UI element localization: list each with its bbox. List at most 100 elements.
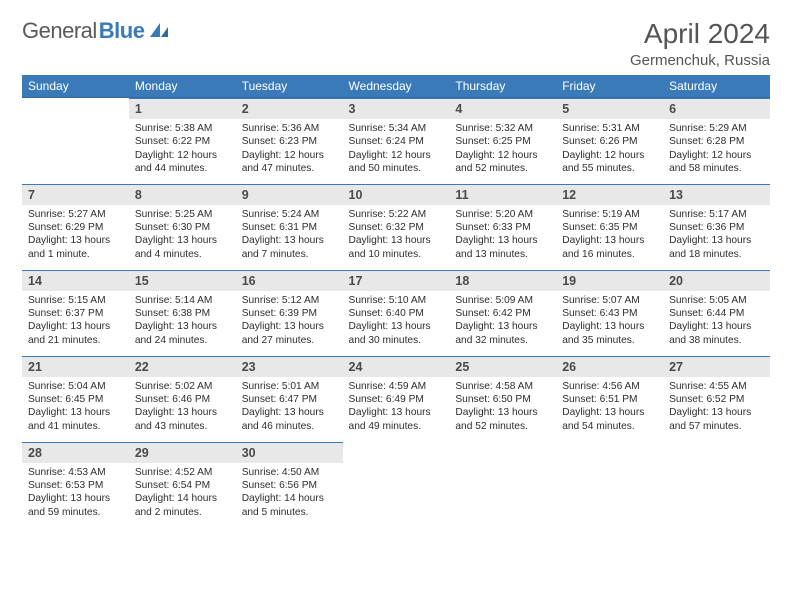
weekday-header: Monday — [129, 75, 236, 98]
sunrise-text: Sunrise: 4:59 AM — [349, 380, 444, 393]
day-number: 15 — [129, 270, 236, 291]
daylight-text: Daylight: 13 hours and 57 minutes. — [669, 406, 764, 433]
day-number: 10 — [343, 184, 450, 205]
sunrise-text: Sunrise: 5:01 AM — [242, 380, 337, 393]
daylight-text: Daylight: 13 hours and 10 minutes. — [349, 234, 444, 261]
day-details — [22, 119, 129, 128]
daylight-text: Daylight: 13 hours and 43 minutes. — [135, 406, 230, 433]
calendar-cell: 4Sunrise: 5:32 AMSunset: 6:25 PMDaylight… — [449, 98, 556, 184]
calendar-cell: 10 Sunrise: 5:22 AMSunset: 6:32 PMDayligh… — [343, 184, 450, 270]
calendar-cell: 26Sunrise: 4:56 AMSunset: 6:51 PMDayligh… — [556, 356, 663, 442]
sunrise-text: Sunrise: 5:10 AM — [349, 294, 444, 307]
calendar-header: SundayMondayTuesdayWednesdayThursdayFrid… — [22, 75, 770, 98]
day-details — [449, 463, 556, 472]
sunset-text: Sunset: 6:26 PM — [562, 135, 657, 148]
calendar-cell: 23Sunrise: 5:01 AMSunset: 6:47 PMDayligh… — [236, 356, 343, 442]
daylight-text: Daylight: 12 hours and 58 minutes. — [669, 149, 764, 176]
day-details: Sunrise: 5:24 AMSunset: 6:31 PMDaylight:… — [236, 205, 343, 268]
sunset-text: Sunset: 6:52 PM — [669, 393, 764, 406]
header-row: GeneralBlue April 2024 Germenchuk, Russi… — [22, 18, 770, 69]
calendar-cell: 1Sunrise: 5:38 AMSunset: 6:22 PMDaylight… — [129, 98, 236, 184]
daylight-text: Daylight: 13 hours and 13 minutes. — [455, 234, 550, 261]
day-details: Sunrise: 5:38 AMSunset: 6:22 PMDaylight:… — [129, 119, 236, 182]
sunrise-text: Sunrise: 5:32 AM — [455, 122, 550, 135]
day-number: 4 — [449, 98, 556, 119]
daylight-text: Daylight: 14 hours and 5 minutes. — [242, 492, 337, 519]
day-number: 29 — [129, 442, 236, 463]
day-number: 1 — [129, 98, 236, 119]
day-number: 20 — [663, 270, 770, 291]
day-number: 27 — [663, 356, 770, 377]
calendar-cell — [556, 442, 663, 528]
calendar-cell: 21Sunrise: 5:04 AMSunset: 6:45 PMDayligh… — [22, 356, 129, 442]
sunset-text: Sunset: 6:36 PM — [669, 221, 764, 234]
daylight-text: Daylight: 12 hours and 55 minutes. — [562, 149, 657, 176]
day-number: 3 — [343, 98, 450, 119]
sunrise-text: Sunrise: 5:07 AM — [562, 294, 657, 307]
sunset-text: Sunset: 6:24 PM — [349, 135, 444, 148]
calendar-table: SundayMondayTuesdayWednesdayThursdayFrid… — [22, 75, 770, 528]
sunrise-text: Sunrise: 5:34 AM — [349, 122, 444, 135]
day-details: Sunrise: 4:59 AMSunset: 6:49 PMDaylight:… — [343, 377, 450, 440]
calendar-cell: 8Sunrise: 5:25 AMSunset: 6:30 PMDaylight… — [129, 184, 236, 270]
calendar-cell: 13Sunrise: 5:17 AMSunset: 6:36 PMDayligh… — [663, 184, 770, 270]
day-number: 24 — [343, 356, 450, 377]
sunset-text: Sunset: 6:29 PM — [28, 221, 123, 234]
day-details — [663, 463, 770, 472]
sunrise-text: Sunrise: 5:36 AM — [242, 122, 337, 135]
day-details: Sunrise: 4:56 AMSunset: 6:51 PMDaylight:… — [556, 377, 663, 440]
calendar-cell: 11Sunrise: 5:20 AMSunset: 6:33 PMDayligh… — [449, 184, 556, 270]
sunset-text: Sunset: 6:51 PM — [562, 393, 657, 406]
calendar-week-row: 14Sunrise: 5:15 AMSunset: 6:37 PMDayligh… — [22, 270, 770, 356]
day-number: 22 — [129, 356, 236, 377]
daylight-text: Daylight: 12 hours and 50 minutes. — [349, 149, 444, 176]
day-details: Sunrise: 5:15 AMSunset: 6:37 PMDaylight:… — [22, 291, 129, 354]
calendar-week-row: 7Sunrise: 5:27 AMSunset: 6:29 PMDaylight… — [22, 184, 770, 270]
day-details: Sunrise: 5:02 AMSunset: 6:46 PMDaylight:… — [129, 377, 236, 440]
day-number: 2 — [236, 98, 343, 119]
day-number: 21 — [22, 356, 129, 377]
brand-part2: Blue — [99, 18, 145, 44]
sunrise-text: Sunrise: 5:14 AM — [135, 294, 230, 307]
sunrise-text: Sunrise: 5:25 AM — [135, 208, 230, 221]
sunset-text: Sunset: 6:46 PM — [135, 393, 230, 406]
sunrise-text: Sunrise: 5:27 AM — [28, 208, 123, 221]
day-number: 18 — [449, 270, 556, 291]
daylight-text: Daylight: 13 hours and 27 minutes. — [242, 320, 337, 347]
day-details: Sunrise: 5:32 AMSunset: 6:25 PMDaylight:… — [449, 119, 556, 182]
sunset-text: Sunset: 6:40 PM — [349, 307, 444, 320]
sunset-text: Sunset: 6:37 PM — [28, 307, 123, 320]
day-details: Sunrise: 5:10 AMSunset: 6:40 PMDaylight:… — [343, 291, 450, 354]
calendar-body: 1Sunrise: 5:38 AMSunset: 6:22 PMDaylight… — [22, 98, 770, 528]
calendar-cell: 2Sunrise: 5:36 AMSunset: 6:23 PMDaylight… — [236, 98, 343, 184]
sunrise-text: Sunrise: 4:53 AM — [28, 466, 123, 479]
calendar-cell: 5Sunrise: 5:31 AMSunset: 6:26 PMDaylight… — [556, 98, 663, 184]
day-details: Sunrise: 4:52 AMSunset: 6:54 PMDaylight:… — [129, 463, 236, 526]
day-number: 5 — [556, 98, 663, 119]
sunrise-text: Sunrise: 4:56 AM — [562, 380, 657, 393]
day-details: Sunrise: 5:29 AMSunset: 6:28 PMDaylight:… — [663, 119, 770, 182]
day-number: 13 — [663, 184, 770, 205]
day-number: 11 — [449, 184, 556, 205]
daylight-text: Daylight: 12 hours and 52 minutes. — [455, 149, 550, 176]
day-details — [343, 463, 450, 472]
sunset-text: Sunset: 6:32 PM — [349, 221, 444, 234]
brand-logo: GeneralBlue — [22, 18, 170, 44]
daylight-text: Daylight: 13 hours and 16 minutes. — [562, 234, 657, 261]
day-number: 23 — [236, 356, 343, 377]
logo-sail-icon — [148, 21, 170, 42]
sunset-text: Sunset: 6:53 PM — [28, 479, 123, 492]
daylight-text: Daylight: 13 hours and 35 minutes. — [562, 320, 657, 347]
day-number: 16 — [236, 270, 343, 291]
sunset-text: Sunset: 6:25 PM — [455, 135, 550, 148]
title-block: April 2024 Germenchuk, Russia — [630, 18, 770, 69]
day-details: Sunrise: 5:31 AMSunset: 6:26 PMDaylight:… — [556, 119, 663, 182]
sunrise-text: Sunrise: 5:02 AM — [135, 380, 230, 393]
sunset-text: Sunset: 6:22 PM — [135, 135, 230, 148]
day-number: 19 — [556, 270, 663, 291]
sunset-text: Sunset: 6:39 PM — [242, 307, 337, 320]
sunset-text: Sunset: 6:45 PM — [28, 393, 123, 406]
sunrise-text: Sunrise: 5:22 AM — [349, 208, 444, 221]
day-number: 12 — [556, 184, 663, 205]
calendar-cell: 15Sunrise: 5:14 AMSunset: 6:38 PMDayligh… — [129, 270, 236, 356]
